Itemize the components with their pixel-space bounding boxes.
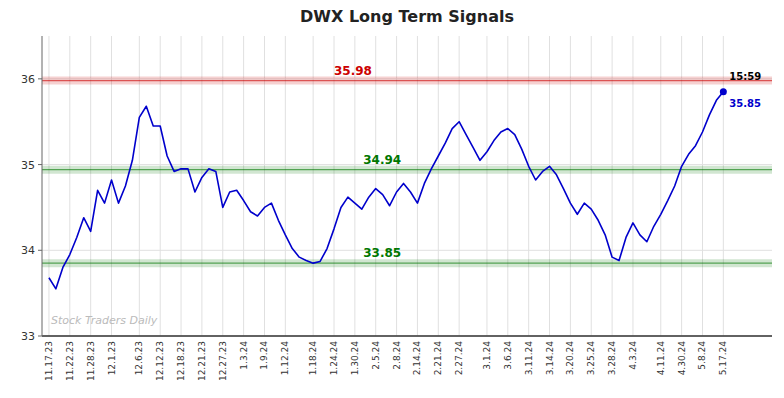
x-tick-label: 12.12.23 <box>155 341 165 381</box>
y-tick <box>38 336 42 337</box>
reference-line <box>42 263 772 264</box>
y-tick-label: 35 <box>21 159 35 172</box>
reference-line <box>42 169 772 170</box>
reference-band <box>42 166 772 174</box>
price-line <box>49 92 723 289</box>
x-tick-label: 4.3.24 <box>628 341 638 370</box>
x-tick-label: 12.27.23 <box>218 341 228 381</box>
x-tick-label: 2.8.24 <box>392 341 402 370</box>
y-tick-label: 33 <box>21 330 35 343</box>
x-tick-label: 11.22.23 <box>65 341 75 381</box>
y-tick-label: 34 <box>21 244 35 257</box>
reference-band <box>42 259 772 267</box>
chart-container: DWX Long Term Signals 33 34 35 36 11.17.23 11.… <box>0 0 784 398</box>
x-tick-label: 11.28.23 <box>86 341 96 381</box>
x-tick-label: 2.27.24 <box>454 341 464 376</box>
reference-label: 33.85 <box>363 246 401 260</box>
x-tick-label: 1.18.24 <box>308 341 318 376</box>
x-tick-label: 2.14.24 <box>412 341 422 376</box>
x-tick-label: 3.14.24 <box>545 341 555 376</box>
x-tick-label: 2.5.24 <box>371 341 381 370</box>
x-tick-label: 4.30.24 <box>677 341 687 376</box>
x-tick-label: 12.18.23 <box>176 341 186 381</box>
reference-band <box>42 77 772 85</box>
x-tick-label: 1.3.24 <box>239 341 249 370</box>
y-grid-line <box>42 164 772 165</box>
x-tick-label: 2.21.24 <box>433 341 443 376</box>
x-tick-label: 1.24.24 <box>329 341 339 376</box>
x-tick-label: 11.17.23 <box>44 341 54 381</box>
x-tick-label: 5.17.24 <box>718 341 728 376</box>
x-tick-label: 3.25.24 <box>586 341 596 376</box>
last-time: 15:59 <box>729 71 761 82</box>
x-tick-label: 1.30.24 <box>350 341 360 376</box>
grid <box>42 36 772 336</box>
x-axis <box>42 335 772 337</box>
y-grid-line <box>42 336 772 337</box>
x-tick-label: 5.8.24 <box>697 341 707 370</box>
x-tick-label: 3.6.24 <box>503 341 513 370</box>
x-tick-label: 12.6.23 <box>134 341 144 375</box>
last-price-label: 35.85 <box>729 98 761 109</box>
chart: DWX Long Term Signals 33 34 35 36 11.17.23 11.… <box>0 0 784 398</box>
reference-label: 35.98 <box>334 64 372 78</box>
y-tick <box>38 164 42 165</box>
x-tick-label: 1.12.24 <box>280 341 290 376</box>
y-tick-label: 36 <box>21 73 35 86</box>
x-tick-label: 1.9.24 <box>259 341 269 370</box>
reference-line <box>42 80 772 81</box>
reference-label: 34.94 <box>363 153 401 167</box>
y-tick <box>38 78 42 79</box>
x-tick-label: 3.1.24 <box>482 341 492 370</box>
x-tick-label: 3.28.24 <box>607 341 617 376</box>
watermark: Stock Traders Daily <box>51 314 158 327</box>
y-axis <box>42 36 43 336</box>
title: DWX Long Term Signals <box>300 7 514 26</box>
last-point <box>720 88 727 95</box>
y-tick <box>38 250 42 251</box>
x-tick-label: 3.20.24 <box>565 341 575 376</box>
x-tick-label: 12.21.23 <box>197 341 207 381</box>
plot-area <box>42 81 772 289</box>
x-tick-label: 4.11.24 <box>656 341 666 376</box>
x-tick-label: 12.1.23 <box>107 341 117 375</box>
x-tick-label: 3.11.24 <box>524 341 534 376</box>
y-grid-line <box>42 250 772 251</box>
